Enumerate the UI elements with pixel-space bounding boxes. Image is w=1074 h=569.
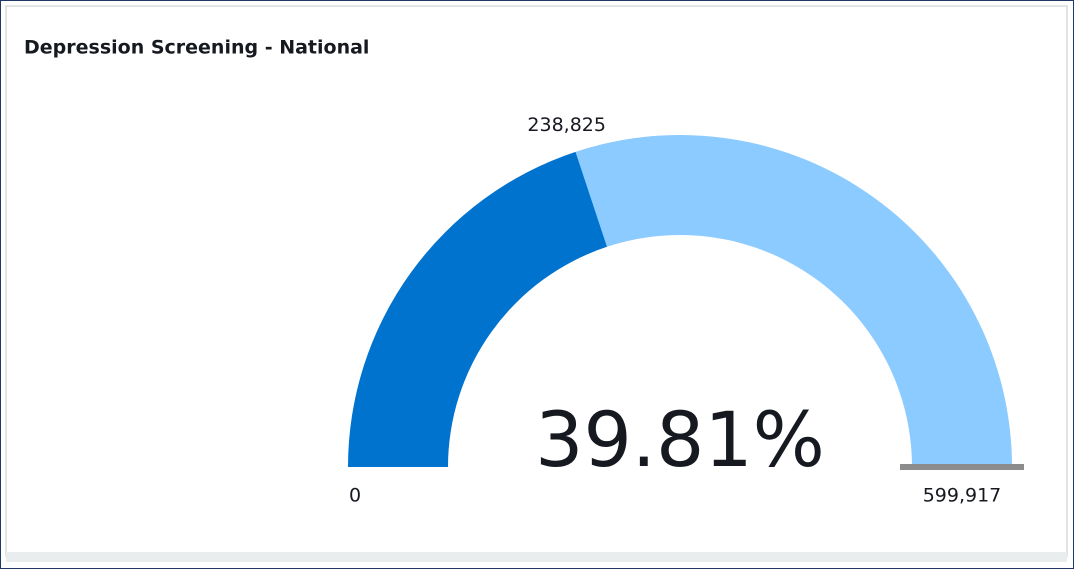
percent-label: 39.81% [535, 395, 825, 484]
gauge-fill [348, 151, 607, 467]
value-label: 238,825 [527, 114, 606, 136]
tick-label: 599,917 [923, 485, 1002, 507]
tick-label: 0 [349, 485, 361, 507]
chart-title: Depression Screening - National [24, 37, 369, 59]
gauge-track [575, 134, 1012, 467]
card-footer [6, 552, 1067, 562]
